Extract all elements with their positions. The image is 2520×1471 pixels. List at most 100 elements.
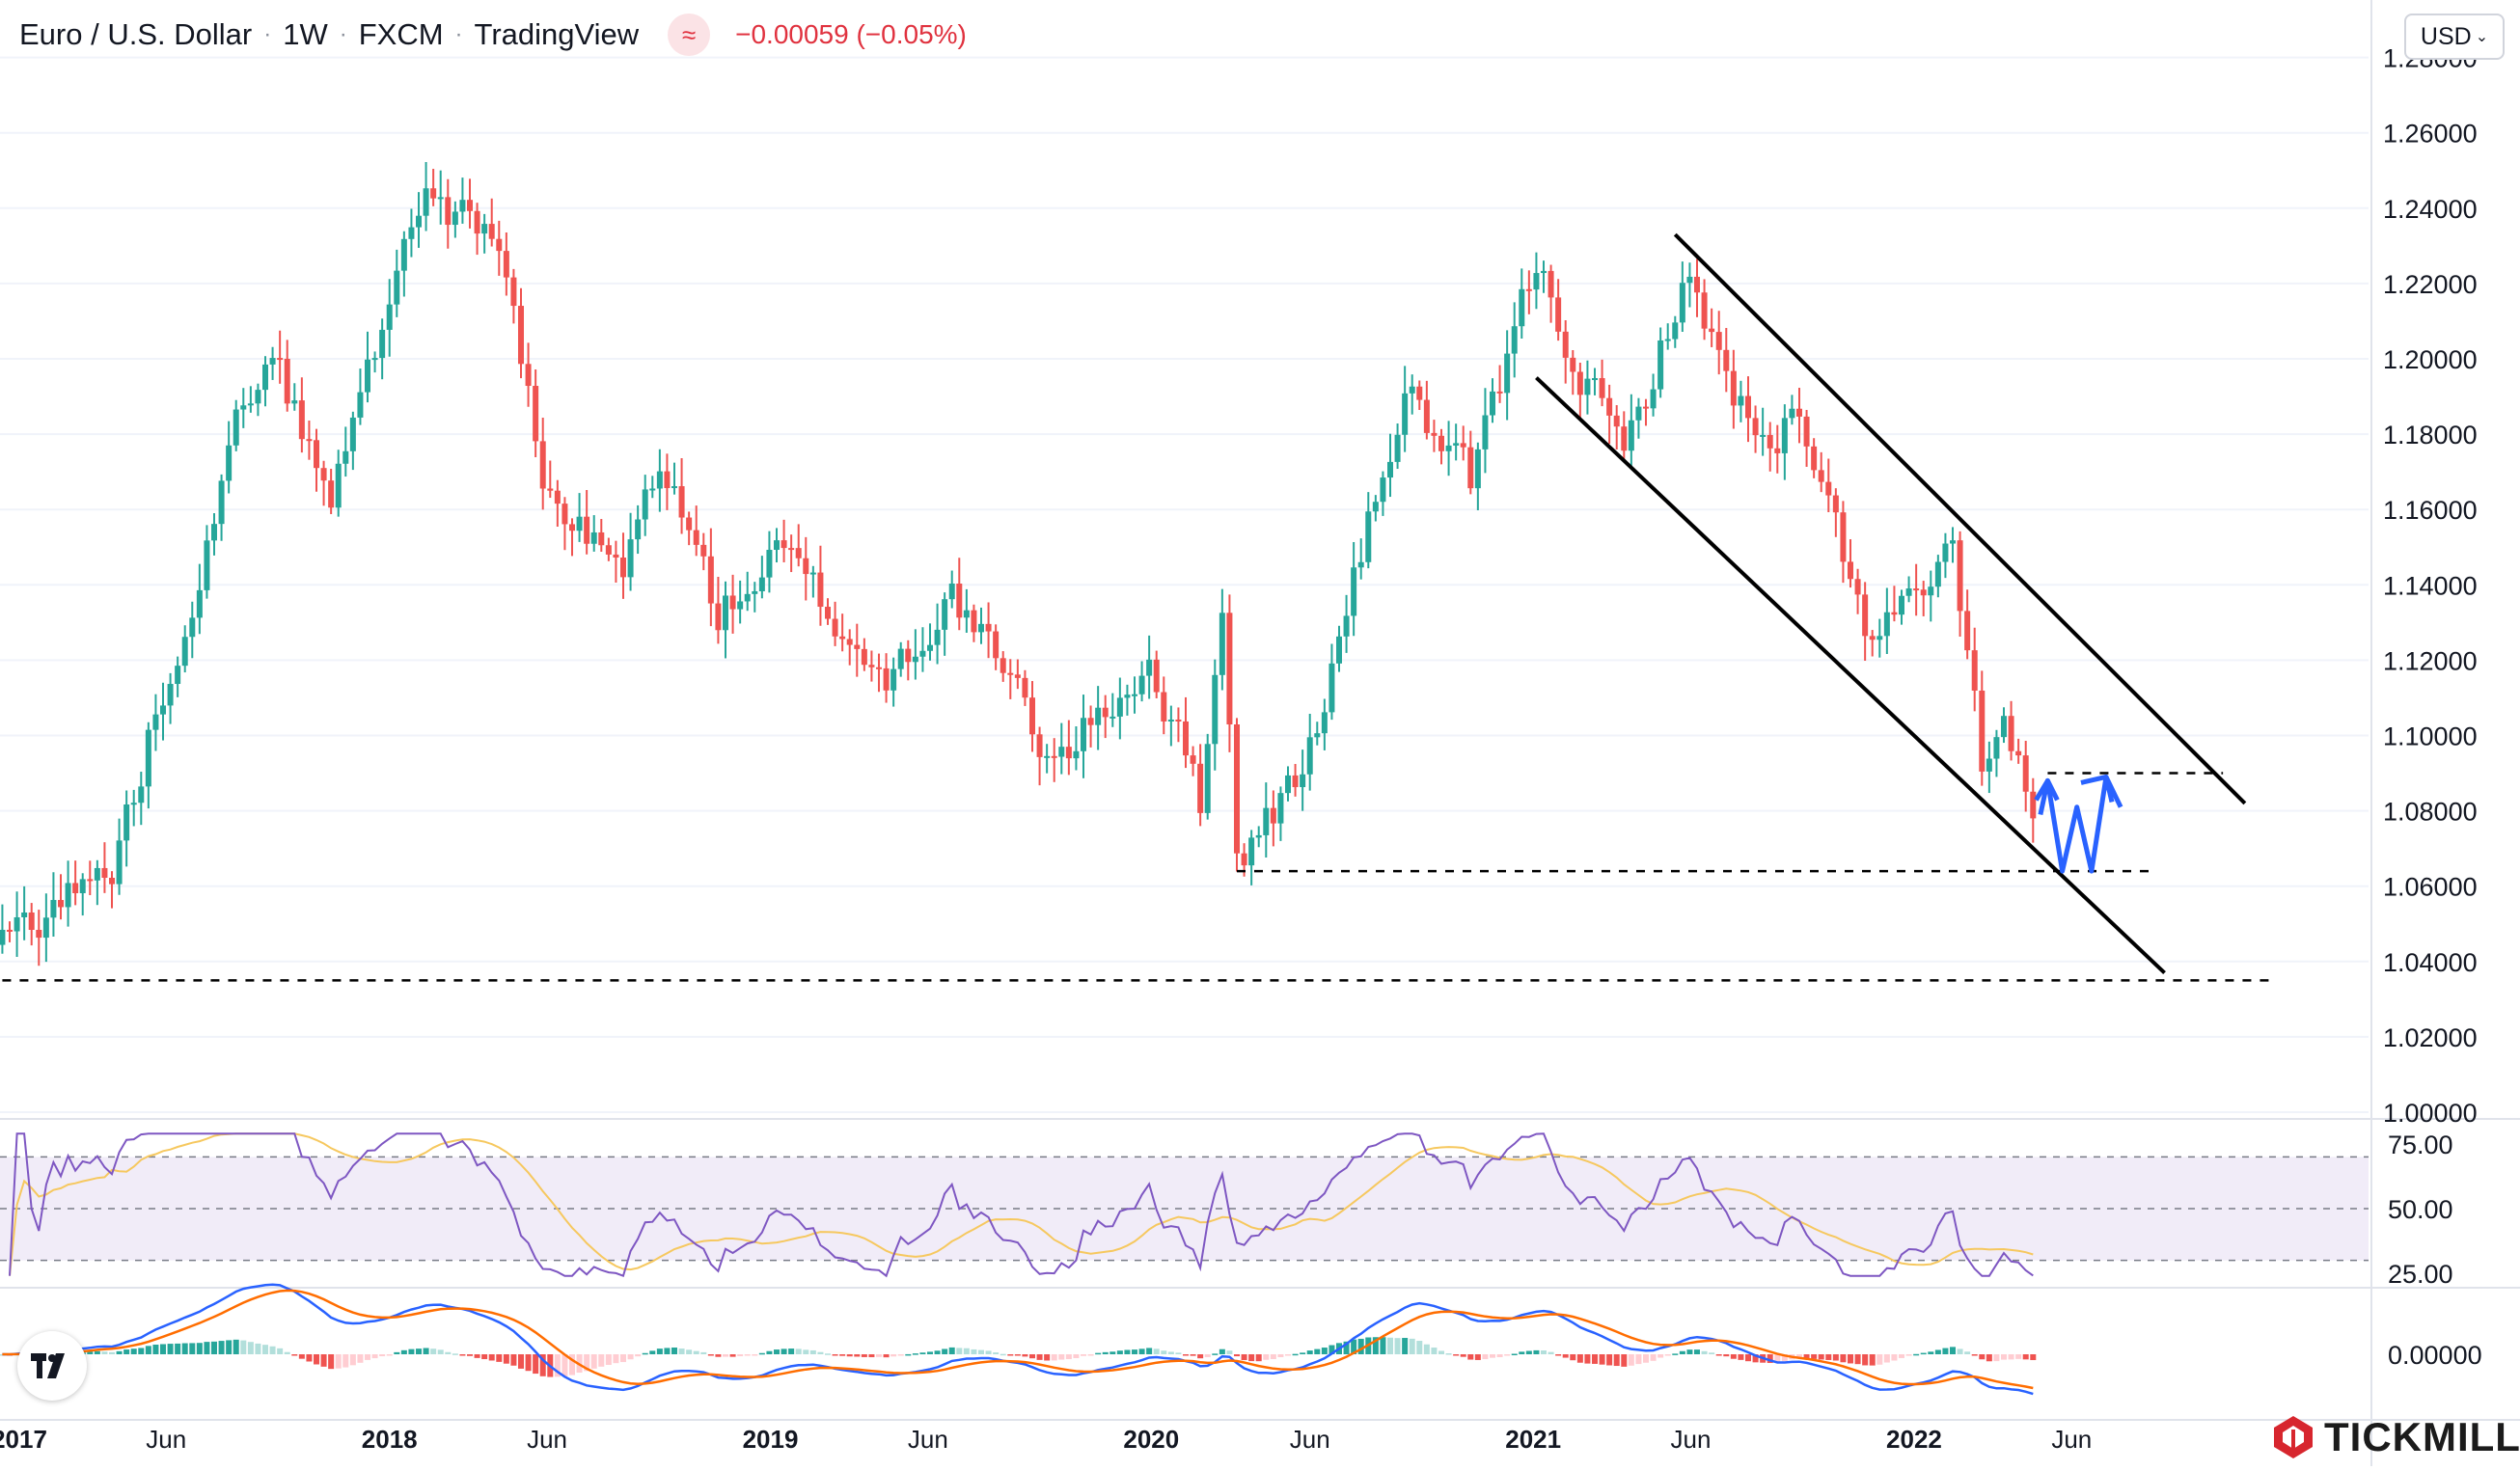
candle — [1584, 360, 1591, 415]
candle — [656, 449, 663, 512]
macd-histogram-bar — [1109, 1351, 1116, 1354]
interval-label[interactable]: 1W — [283, 17, 328, 51]
macd-histogram-bar — [956, 1348, 963, 1354]
price-tick-label: 1.10000 — [2383, 722, 2478, 751]
time-tick-label: Jun — [908, 1425, 948, 1454]
candle — [1774, 424, 1781, 474]
macd-histogram-bar — [1314, 1348, 1321, 1354]
candle — [445, 178, 452, 249]
candle-body — [832, 618, 838, 637]
tradingview-logo-icon[interactable] — [17, 1331, 87, 1401]
candle-body — [547, 488, 554, 491]
candle — [467, 178, 473, 229]
price-change: −0.00059 (−0.05%) — [735, 19, 967, 49]
candle-body — [554, 490, 561, 504]
macd-histogram-bar — [189, 1343, 196, 1354]
candle — [1519, 268, 1525, 339]
candle — [328, 468, 335, 514]
macd-histogram-bar — [1818, 1354, 1824, 1360]
candle-body — [14, 916, 20, 932]
candle — [1950, 527, 1956, 563]
candle-body — [1730, 370, 1737, 406]
candle — [116, 818, 123, 895]
candle-body — [233, 409, 239, 446]
candle — [839, 613, 846, 652]
candle-body — [503, 251, 509, 278]
macd-histogram-bar — [817, 1351, 824, 1354]
candle-body — [175, 666, 181, 685]
candle-body — [423, 188, 429, 216]
macd-histogram-bar — [1351, 1339, 1357, 1354]
candle — [1343, 594, 1350, 653]
currency-dropdown[interactable]: USD ⌄ — [2404, 14, 2505, 60]
candle-body — [394, 270, 400, 305]
candle — [1701, 279, 1708, 341]
price-tick-label: 1.14000 — [2383, 571, 2478, 600]
candle — [1679, 261, 1685, 332]
macd-histogram-bar — [298, 1354, 305, 1359]
macd-histogram-bar — [1065, 1354, 1072, 1360]
candle-body — [1511, 326, 1518, 354]
macd-histogram-bar — [1679, 1350, 1685, 1354]
candle-body — [87, 879, 94, 882]
macd-histogram-bar — [2008, 1354, 2014, 1360]
candle-body — [204, 540, 210, 590]
macd-histogram-bar — [678, 1348, 685, 1354]
candle-body — [1248, 837, 1255, 866]
macd-histogram-bar — [766, 1350, 773, 1354]
chevron-down-icon: ⌄ — [2475, 29, 2489, 45]
candle-body — [1474, 449, 1481, 489]
macd-histogram-bar — [978, 1349, 984, 1354]
candle-body — [1979, 690, 1986, 772]
candle-body — [752, 590, 758, 594]
macd-histogram-bar — [1402, 1338, 1409, 1354]
macd-histogram-bar — [1073, 1354, 1080, 1359]
candle — [1372, 495, 1379, 522]
macd-histogram-bar — [452, 1353, 458, 1355]
candle — [371, 351, 378, 373]
candle-body — [1709, 328, 1715, 333]
macd-histogram-bar — [262, 1345, 268, 1354]
candle — [1453, 423, 1460, 461]
macd-histogram-bar — [1541, 1350, 1547, 1354]
macd-histogram-bar — [467, 1354, 473, 1356]
candle — [314, 428, 319, 492]
candle-body — [627, 539, 634, 578]
candle — [795, 524, 802, 567]
price-tick-label: 1.12000 — [2383, 646, 2478, 675]
candle — [1920, 581, 1927, 616]
rsi-tick-label: 75.00 — [2388, 1130, 2453, 1159]
candle — [1789, 395, 1795, 425]
candle-body — [1490, 391, 1495, 416]
candle — [737, 580, 744, 624]
price-tick-label: 1.24000 — [2383, 195, 2478, 224]
candle-body — [1073, 750, 1080, 759]
macd-histogram-bar — [1825, 1354, 1832, 1360]
approx-icon: ≈ — [668, 14, 711, 56]
candle — [1175, 707, 1182, 743]
channel-lower-line — [1535, 376, 2166, 974]
candle-body — [1022, 677, 1028, 698]
candle — [240, 388, 247, 428]
candle — [817, 545, 824, 626]
candle-body — [948, 584, 955, 600]
candle — [1576, 363, 1583, 419]
macd-histogram-bar — [1357, 1338, 1364, 1354]
macd-histogram-bar — [963, 1348, 970, 1354]
symbol-name[interactable]: Euro / U.S. Dollar — [19, 17, 253, 51]
candle — [2001, 707, 2007, 744]
macd-histogram-bar — [868, 1354, 875, 1358]
candle-body — [1701, 292, 1708, 329]
candle-body — [196, 589, 203, 618]
candle — [226, 421, 233, 494]
candle-body — [145, 729, 151, 787]
candle-body — [1891, 612, 1898, 615]
candle-body — [1971, 650, 1978, 691]
candle — [459, 177, 466, 224]
candle-body — [1445, 445, 1452, 451]
candle — [1167, 705, 1174, 747]
candle — [729, 574, 736, 634]
macd-histogram-bar — [598, 1354, 605, 1367]
candle-body — [42, 917, 49, 939]
